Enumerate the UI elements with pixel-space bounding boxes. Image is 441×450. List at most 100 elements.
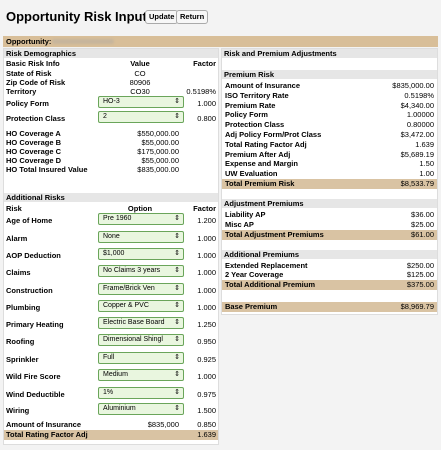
column-header: Risk <box>6 204 22 213</box>
select[interactable]: Full ⇕ <box>98 352 184 364</box>
row-label: State of Risk <box>6 69 52 78</box>
row-value: CO <box>134 69 146 78</box>
total-row <box>222 179 437 189</box>
select-arrow: ⇕ <box>174 354 180 361</box>
select[interactable]: 2 ⇕ <box>98 111 184 123</box>
row-value: CO30 <box>130 87 150 96</box>
row-label: HO Coverage C <box>6 147 62 156</box>
select-arrow: ⇕ <box>174 371 180 378</box>
row-value: 0.80000 <box>406 120 434 130</box>
select-arrow: ⇕ <box>174 319 180 326</box>
row-label: Policy Form <box>6 99 49 108</box>
row-factor: 0.5198% <box>186 87 216 96</box>
select[interactable]: Dimensional Shingl ⇕ <box>98 334 184 346</box>
row-value: $125.00 <box>406 270 434 280</box>
row-value: $55,000.00 <box>141 138 179 147</box>
select[interactable]: $1,000 ⇕ <box>98 248 184 260</box>
total-label: Total Additional Premium <box>225 280 316 290</box>
base-label: Base Premium <box>225 302 278 312</box>
select[interactable]: 1% ⇕ <box>98 387 184 399</box>
section-header: Adjustment Premiums <box>222 199 437 208</box>
row-factor: 1.000 <box>197 251 216 260</box>
row-label: Policy Form <box>225 110 268 120</box>
row-label: Wild Fire Score <box>6 372 61 381</box>
select-arrow: ⇕ <box>174 215 180 222</box>
select[interactable]: Copper & PVC ⇕ <box>98 300 184 312</box>
row-label: HO Coverage D <box>6 156 62 165</box>
return-button[interactable]: Return <box>176 10 209 24</box>
blurred-name <box>52 39 114 44</box>
row-label: Sprinkler <box>6 355 39 364</box>
row-label: Expense and Margin <box>225 159 298 169</box>
select[interactable]: Pre 1960 ⇕ <box>98 213 184 225</box>
row-value: $25.00 <box>411 219 434 229</box>
row-label: Amount of Insurance <box>225 81 301 90</box>
row-value: 80906 <box>129 78 151 87</box>
select[interactable]: Aluminium ⇕ <box>98 403 184 415</box>
row-value: $175,000.00 <box>137 147 179 156</box>
row-label: HO Coverage A <box>6 129 61 138</box>
row-value: $55,000.00 <box>141 156 179 165</box>
row-label: Wind Deductible <box>6 390 65 399</box>
select[interactable]: Medium ⇕ <box>98 369 184 381</box>
update-button[interactable]: Update <box>145 10 179 24</box>
row-label: UW Evaluation <box>225 169 278 179</box>
row-label: Alarm <box>6 234 28 243</box>
row-factor: 1.000 <box>197 372 216 381</box>
row-value: $4,340.00 <box>400 100 434 110</box>
select[interactable]: HO-3 ⇕ <box>98 96 184 108</box>
row-factor: 1.000 <box>197 303 216 312</box>
header-bar <box>0 0 441 32</box>
row-value: 1.00 <box>419 169 434 179</box>
row-value: $835,000 <box>147 420 179 429</box>
row-label: Territory <box>6 87 37 96</box>
column-header: Value <box>130 59 150 68</box>
total-label: Total Premium Risk <box>225 179 295 188</box>
row-factor: 0.925 <box>197 355 216 364</box>
total-row <box>4 430 218 440</box>
select[interactable]: None ⇕ <box>98 231 184 243</box>
section-header: Premium Risk <box>222 70 437 79</box>
row-factor: 1.500 <box>197 406 216 415</box>
row-factor: 1.000 <box>197 268 216 277</box>
select[interactable]: Frame/Brick Ven ⇕ <box>98 283 184 295</box>
select-arrow: ⇕ <box>174 285 180 292</box>
base-value: $8,969.79 <box>400 302 434 312</box>
row-label: ISO Territory Rate <box>225 90 289 100</box>
row-label: 2 Year Coverage <box>225 270 284 280</box>
section-header: Risk Demographics <box>4 49 218 58</box>
row-factor: 0.800 <box>197 114 216 123</box>
select-arrow: ⇕ <box>174 233 180 240</box>
row-label: Liability AP <box>225 210 266 219</box>
row-label: Protection Class <box>6 114 66 123</box>
row-value: $550,000.00 <box>137 129 179 138</box>
row-label: Wiring <box>6 406 30 415</box>
section-header: Additional Premiums <box>222 249 437 259</box>
row-label: Construction <box>6 286 53 295</box>
opportunity-label: Opportunity: <box>6 37 52 46</box>
select-arrow: ⇕ <box>174 405 180 412</box>
column-header: Option <box>127 204 153 213</box>
row-factor: 0.850 <box>197 420 216 429</box>
row-label: HO Total Insured Value <box>6 165 88 174</box>
opportunity-bar <box>3 36 438 47</box>
total-label: Total Rating Factor Adj <box>6 430 88 439</box>
select-arrow: ⇕ <box>174 302 180 309</box>
page-title: Opportunity Risk Input <box>6 9 147 24</box>
row-label: Extended Replacement <box>225 260 308 270</box>
row-label: Age of Home <box>6 216 53 225</box>
row-value: $250.00 <box>406 260 434 270</box>
row-value: $5,689.19 <box>400 149 434 159</box>
row-label: Roofing <box>6 337 35 346</box>
select[interactable]: No Claims 3 years ⇕ <box>98 265 184 277</box>
row-label: Zip Code of Risk <box>6 78 66 87</box>
select-arrow: ⇕ <box>174 113 180 120</box>
row-value: $835,000.00 <box>392 81 434 90</box>
total-row <box>222 302 437 313</box>
row-factor: 1.000 <box>197 286 216 295</box>
row-factor: 0.950 <box>197 337 216 346</box>
select-arrow: ⇕ <box>174 389 180 396</box>
total-value: $61.00 <box>411 229 434 239</box>
select[interactable]: Electric Base Board ⇕ <box>98 317 184 329</box>
